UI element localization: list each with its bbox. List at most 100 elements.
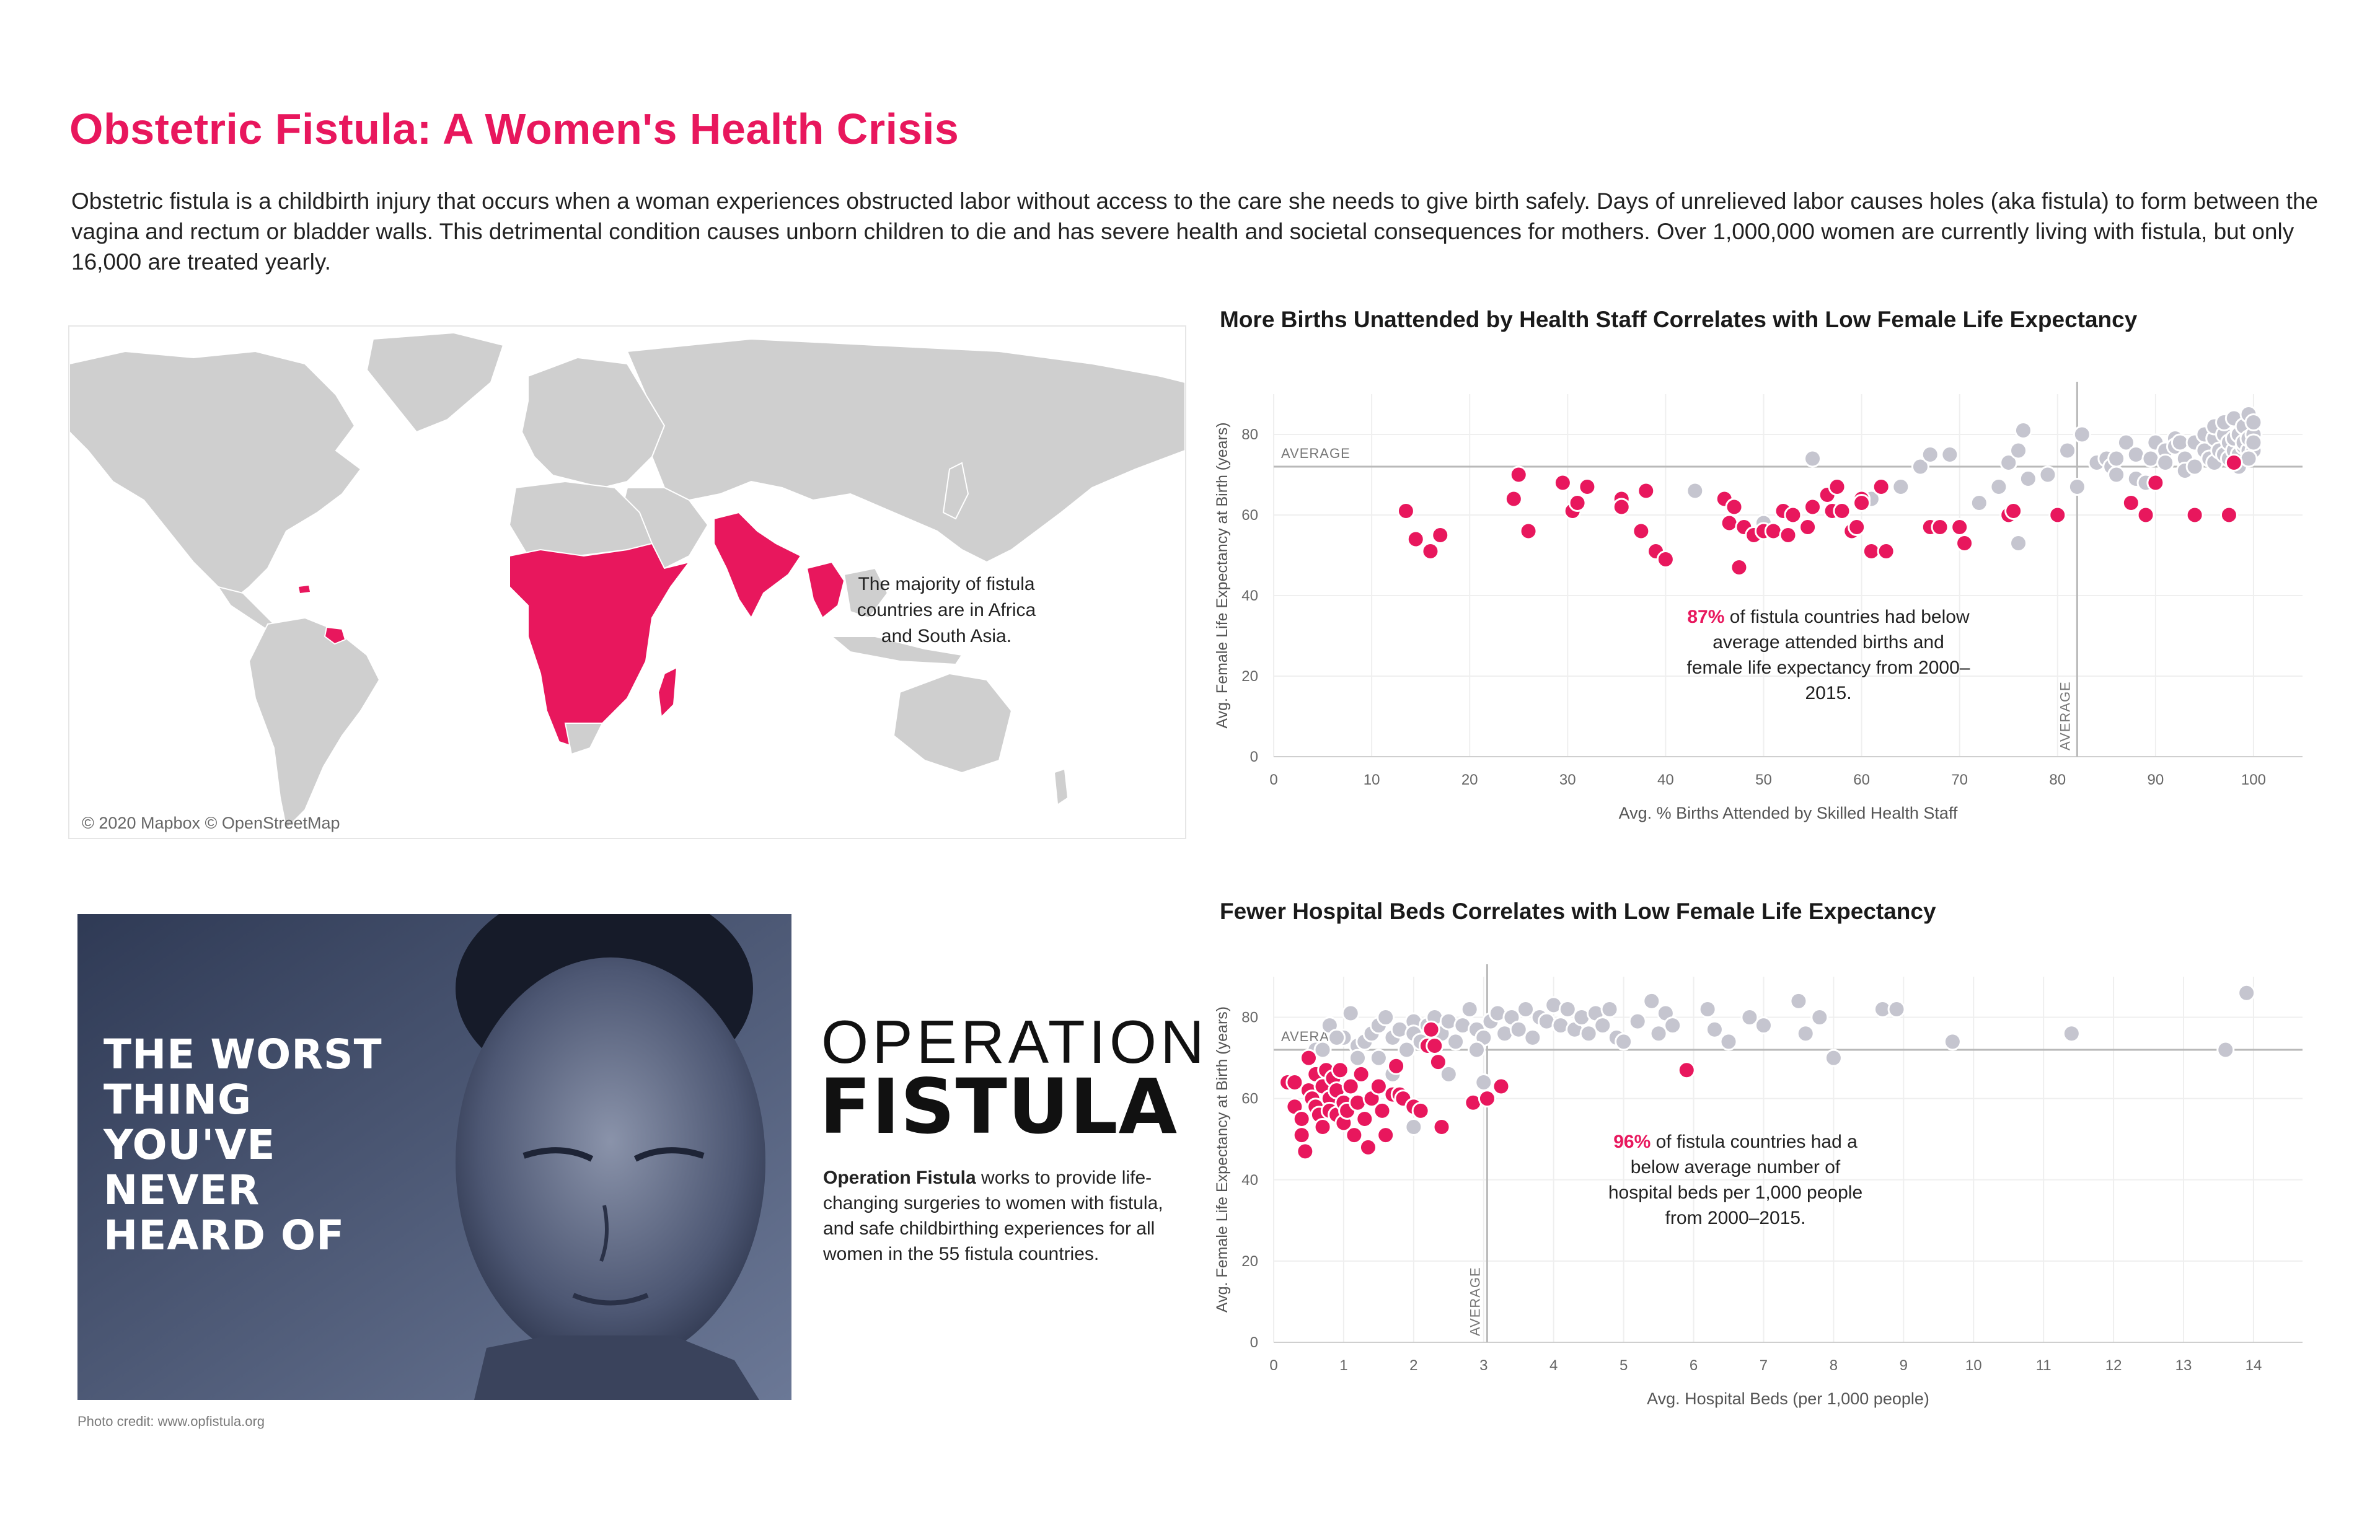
data-point — [1941, 446, 1959, 464]
data-point — [1313, 1041, 1332, 1059]
photo-headline-line: HEARD OF — [104, 1212, 345, 1259]
x-tick-label: 10 — [1364, 772, 1380, 788]
data-point — [1686, 482, 1704, 500]
y-tick-label: 20 — [1241, 1253, 1258, 1270]
map-central-america — [216, 586, 275, 631]
data-point — [1474, 1073, 1493, 1091]
data-point — [1426, 1036, 1444, 1055]
data-point — [2117, 433, 2135, 452]
data-point — [1730, 558, 1748, 576]
x-tick-label: 9 — [1900, 1357, 1908, 1374]
data-point — [1396, 502, 1415, 520]
map-japan — [942, 462, 969, 520]
x-tick-label: 5 — [1620, 1357, 1628, 1374]
x-tick-label: 2 — [1409, 1357, 1417, 1374]
data-point — [1517, 1000, 1535, 1018]
data-point — [2244, 433, 2263, 452]
data-point — [1612, 498, 1631, 516]
x-tick-label: 0 — [1269, 1357, 1277, 1374]
data-point — [1999, 454, 2018, 472]
data-point — [1754, 1016, 1773, 1035]
map-asia — [626, 338, 1185, 563]
data-point — [1615, 1032, 1633, 1051]
data-point — [2107, 449, 2126, 468]
map-guyana — [324, 626, 346, 645]
x-average-label: AVERAGE — [2057, 681, 2073, 750]
map-australia — [892, 672, 1013, 774]
chart1-annotation: 87% of fistula countries had below avera… — [1686, 604, 1971, 706]
data-point — [1892, 478, 1910, 496]
x-tick-label: 11 — [2036, 1357, 2052, 1374]
x-tick-label: 1 — [1339, 1357, 1347, 1374]
data-point — [1299, 1049, 1318, 1067]
chart2-annotation: 96% of fistula countries had a below ave… — [1599, 1129, 1872, 1231]
operation-fistula-text: works to provide life-changing surgeries… — [823, 1168, 1163, 1264]
data-point — [1877, 542, 1895, 560]
y-average-label: AVERAGE — [1281, 446, 1351, 461]
data-point — [2062, 1024, 2081, 1043]
data-point — [1519, 522, 1538, 540]
data-point — [1725, 498, 1743, 516]
y-tick-label: 60 — [1241, 507, 1258, 524]
x-tick-label: 50 — [1755, 772, 1772, 788]
map-credit[interactable]: © 2020 Mapbox © OpenStreetMap — [82, 814, 340, 832]
data-point — [1492, 1077, 1510, 1096]
data-point — [1523, 1028, 1542, 1047]
data-point — [1377, 1008, 1395, 1027]
data-point — [1950, 518, 1969, 536]
data-point — [2185, 506, 2204, 524]
data-point — [1292, 1126, 1311, 1145]
data-point — [2048, 506, 2067, 524]
y-axis-title: Avg. Female Life Expectancy at Birth (ye… — [1214, 1006, 1231, 1313]
chart1-scatter[interactable]: 0 10 20 30 40 50 60 70 80 90 100 0 20 40 60 80 AVERAGE AV… — [1202, 359, 2337, 837]
map-south-america — [248, 617, 381, 830]
data-point — [1460, 1000, 1479, 1018]
y-tick-label: 60 — [1241, 1091, 1258, 1107]
chart2-scatter[interactable]: 0 1 2 3 4 5 6 7 8 9 10 11 12 13 14020406080AVERAGEAVER… — [1202, 948, 2337, 1432]
data-point — [1833, 502, 1851, 520]
y-axis-title: Avg. Female Life Expectancy at Birth (ye… — [1214, 422, 1231, 728]
y-tick-label: 80 — [1241, 1010, 1258, 1026]
data-point — [1720, 514, 1739, 532]
chart2-annotation-text: of fistula countries had a below average… — [1608, 1132, 1863, 1228]
data-point — [1432, 1118, 1451, 1137]
data-point — [1421, 542, 1440, 560]
data-point — [1422, 1020, 1440, 1039]
data-point — [1406, 530, 1425, 548]
x-tick-label: 0 — [1269, 772, 1277, 788]
map-southeast-asia — [843, 567, 889, 619]
data-point — [2171, 433, 2189, 452]
data-point — [1862, 542, 1880, 560]
y-tick-label: 0 — [1250, 749, 1258, 765]
data-point — [1478, 1089, 1496, 1108]
data-point — [1429, 1053, 1447, 1071]
x-tick-label: 14 — [2246, 1357, 2262, 1374]
chart2-title: Fewer Hospital Beds Correlates with Low … — [1220, 899, 1936, 924]
data-point — [2141, 449, 2160, 468]
data-point — [1828, 478, 1846, 496]
data-point — [1313, 1118, 1332, 1137]
x-axis-title: Avg. % Births Attended by Skilled Health… — [1619, 804, 1958, 822]
data-point — [1719, 1032, 1738, 1051]
data-point — [1359, 1138, 1377, 1156]
photo-headline-line: YOU'VE — [104, 1121, 276, 1169]
data-point — [1705, 1020, 1724, 1039]
world-map[interactable]: The majority of fistula countries are in… — [68, 325, 1186, 839]
x-tick-label: 4 — [1549, 1357, 1558, 1374]
page-title: Obstetric Fistula: A Women's Health Cris… — [69, 105, 959, 153]
data-point — [1628, 1012, 1647, 1031]
data-point — [2127, 446, 2145, 464]
x-average-label: AVERAGE — [1467, 1267, 1483, 1336]
x-tick-label: 80 — [2049, 772, 2066, 788]
y-tick-label: 20 — [1241, 668, 1258, 685]
x-tick-label: 12 — [2105, 1357, 2122, 1374]
data-point — [1355, 1109, 1374, 1128]
x-tick-label: 40 — [1657, 772, 1674, 788]
x-axis-title: Avg. Hospital Beds (per 1,000 people) — [1647, 1389, 1929, 1408]
x-tick-label: 60 — [1853, 772, 1870, 788]
data-point — [1698, 1000, 1717, 1018]
data-point — [1642, 992, 1661, 1010]
chart2-annotation-pct: 96% — [1613, 1132, 1651, 1152]
data-point — [2068, 478, 2086, 496]
data-point — [1593, 1016, 1612, 1035]
